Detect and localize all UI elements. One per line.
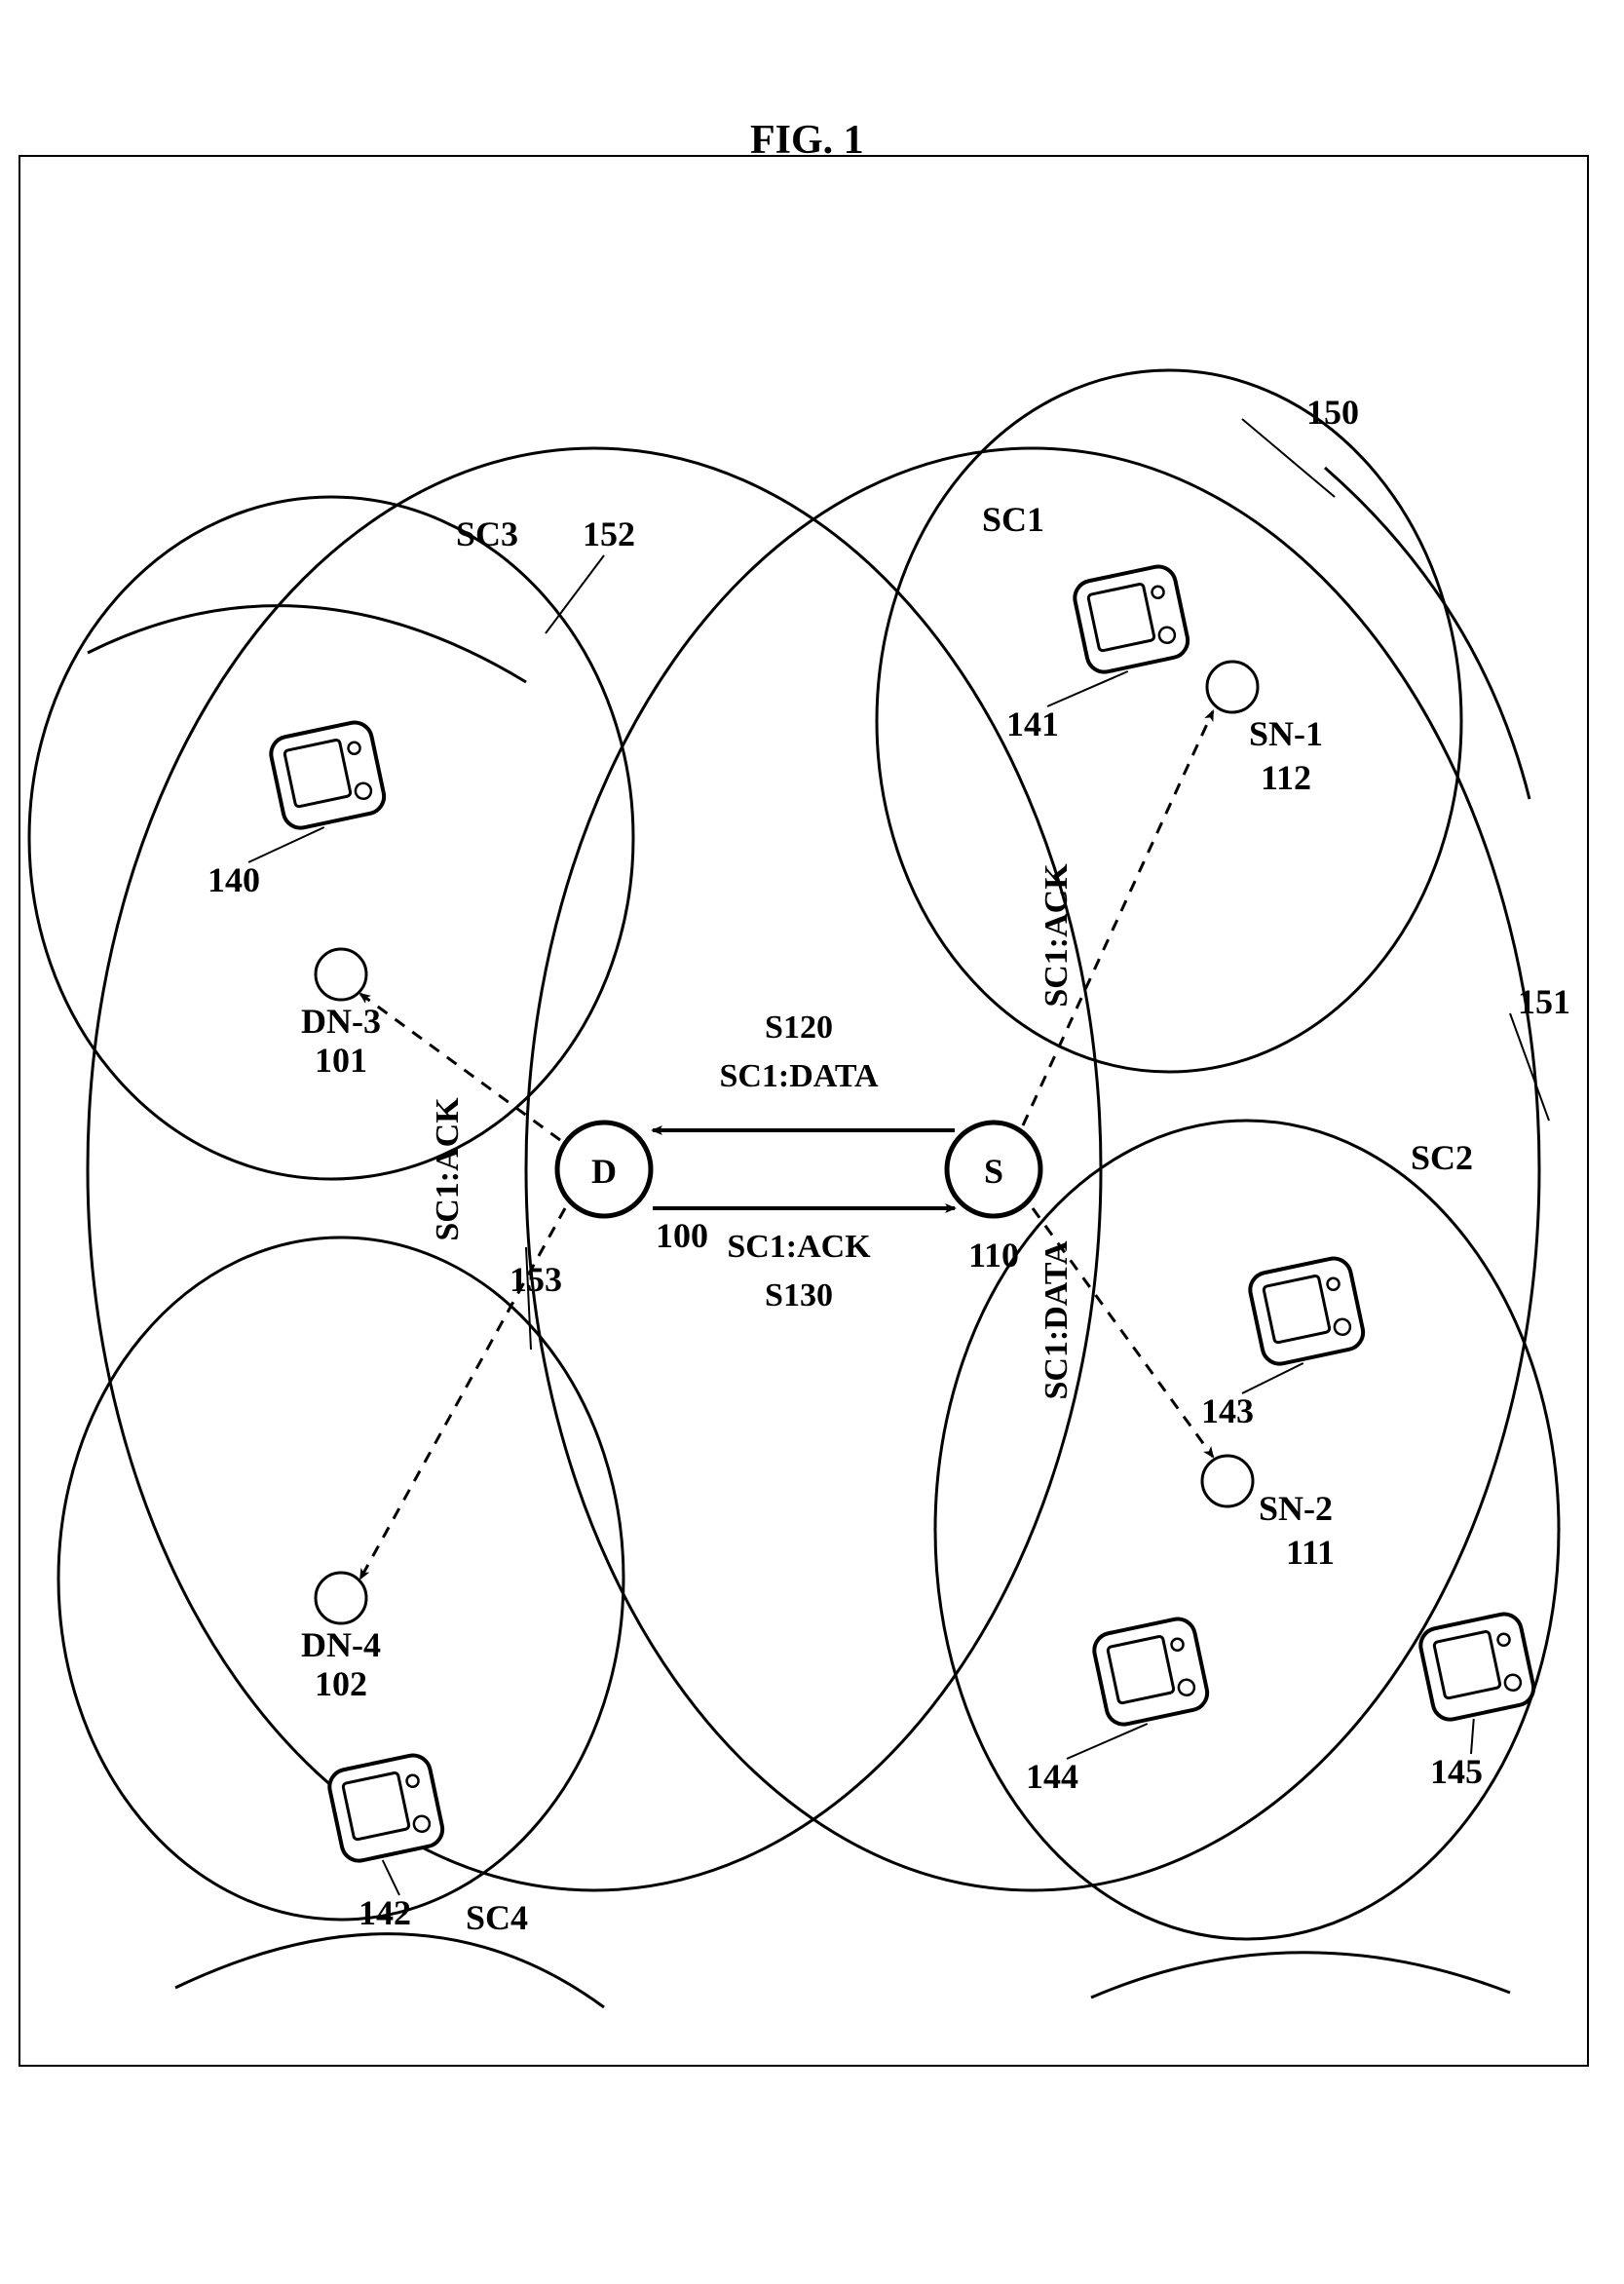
partial-arc [1325, 468, 1530, 799]
network-diagram: S120 SC1:DATA SC1:ACK S130 SC1:ACK SC1:DATA SC… [58, 273, 1559, 2027]
node-label: SN-1 [1249, 714, 1323, 753]
device-icon [1091, 1616, 1210, 1728]
ref-number: 144 [1026, 1757, 1078, 1796]
device-icon [326, 1752, 445, 1864]
ref-number: 152 [583, 514, 635, 553]
arrow-label: SC1:DATA [1039, 1240, 1075, 1400]
node-DN3 [316, 949, 366, 1000]
partial-arc [175, 1934, 604, 2007]
device-icon [1417, 1611, 1536, 1723]
leader-line [248, 827, 324, 862]
partial-arc [88, 606, 526, 682]
node-label: DN-4 [301, 1625, 381, 1664]
cell-label: SC2 [1411, 1138, 1473, 1177]
node-SN2 [1202, 1456, 1253, 1506]
ref-number: 101 [315, 1041, 367, 1080]
ref-number: 140 [208, 860, 260, 899]
ref-number: 110 [968, 1236, 1019, 1275]
leader-line [546, 555, 604, 633]
node-DN4 [316, 1573, 366, 1623]
arrow-label: SC1:ACK [430, 1097, 466, 1241]
cell-label: SC1 [982, 500, 1044, 539]
cell-label: SC3 [456, 514, 518, 553]
leader-line [1471, 1719, 1474, 1754]
ref-number: 142 [359, 1893, 411, 1932]
device-icon [1072, 563, 1190, 675]
node-label: S [984, 1152, 1003, 1191]
arrow-label: S120 [765, 1009, 833, 1046]
ref-number: 141 [1006, 704, 1059, 743]
coverage-ellipse-sc2 [935, 1121, 1559, 1939]
arrow-label: SC1:ACK [1039, 863, 1075, 1008]
node-label: SN-2 [1259, 1489, 1333, 1528]
ref-number: 112 [1261, 758, 1311, 797]
ref-number: 100 [656, 1216, 708, 1255]
arrow-label: SC1:DATA [719, 1058, 879, 1094]
ref-number: 111 [1286, 1533, 1335, 1572]
arrow-label: S130 [765, 1277, 833, 1313]
ref-number: 143 [1201, 1391, 1254, 1430]
leader-line [1067, 1724, 1148, 1759]
leader-line [383, 1860, 399, 1895]
ref-number: 145 [1430, 1752, 1483, 1791]
leader-line [1047, 671, 1128, 706]
partial-arc [1091, 1953, 1510, 1998]
cell-label: SC4 [466, 1898, 528, 1937]
ref-number: 153 [510, 1260, 562, 1299]
ref-number: 150 [1306, 393, 1359, 432]
node-label: D [591, 1152, 617, 1191]
leader-line [1242, 1363, 1303, 1393]
diagram-svg: S120 SC1:DATA SC1:ACK S130 SC1:ACK SC1:DATA SC… [58, 273, 1559, 2027]
node-label: DN-3 [301, 1002, 381, 1041]
ref-number: 151 [1518, 982, 1570, 1021]
node-SN1 [1207, 662, 1258, 712]
device-icon [1247, 1255, 1366, 1367]
arrow-label: SC1:ACK [727, 1229, 871, 1265]
device-icon [268, 719, 387, 831]
ref-number: 102 [315, 1664, 367, 1703]
